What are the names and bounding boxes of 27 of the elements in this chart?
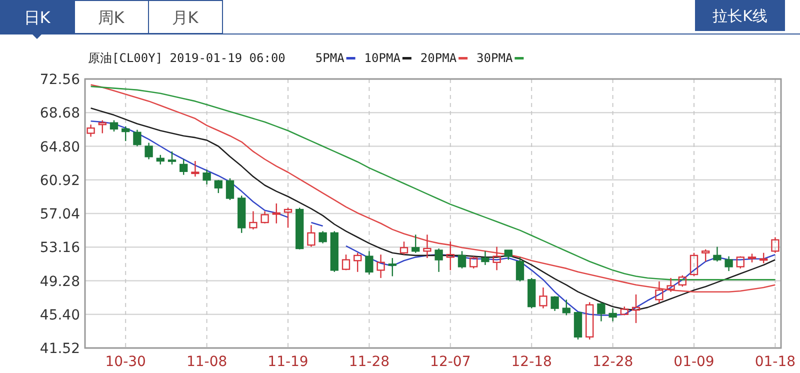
legend-label: 10PMA — [364, 51, 402, 65]
y-tick-label: 57.04 — [40, 206, 80, 222]
y-tick-label: 60.92 — [40, 172, 80, 189]
legend-item: 5PMA — [315, 51, 356, 65]
legend-label: 30PMA — [476, 51, 514, 65]
y-tick-label: 68.68 — [40, 106, 80, 122]
y-tick-label: 53.16 — [40, 240, 80, 256]
x-tick-label: 12-07 — [430, 354, 471, 370]
legend-item: 20PMA — [420, 51, 468, 65]
y-tick-label: 72.56 — [40, 72, 80, 88]
legend-label: 20PMA — [420, 51, 458, 65]
y-tick-label: 45.40 — [40, 307, 80, 324]
x-tick-label: 01-09 — [674, 354, 714, 370]
legend-label: 5PMA — [315, 51, 346, 65]
y-tick-label: 64.80 — [40, 139, 80, 156]
y-tick-label: 41.52 — [40, 341, 80, 357]
x-tick-label: 10-30 — [105, 354, 146, 370]
legend-item: 30PMA — [476, 51, 524, 65]
chart-title: 原油[CL00Y] 2019-01-19 06:00 — [88, 51, 286, 65]
legend-item: 10PMA — [364, 51, 412, 65]
y-tick-label: 49.28 — [40, 274, 80, 290]
x-tick-label: 12-18 — [511, 354, 552, 370]
x-tick-label: 11-28 — [348, 354, 390, 370]
x-tick-label: 01-18 — [754, 354, 796, 370]
x-tick-label: 11-08 — [186, 354, 228, 370]
x-tick-label: 12-28 — [592, 354, 634, 370]
x-tick-label: 11-19 — [268, 354, 308, 370]
